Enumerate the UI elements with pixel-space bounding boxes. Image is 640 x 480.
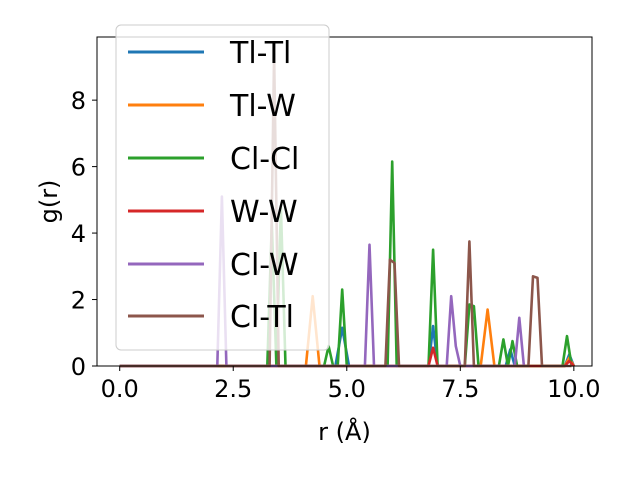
y-tick-label: 8 bbox=[71, 87, 86, 115]
y-tick-label: 2 bbox=[71, 287, 86, 315]
legend-label-tl-w: Tl-W bbox=[229, 89, 296, 124]
x-tick-label: 2.5 bbox=[214, 375, 252, 403]
y-tick-label: 6 bbox=[71, 154, 86, 182]
y-tick-label: 4 bbox=[71, 220, 86, 248]
y-axis-label: g(r) bbox=[35, 180, 63, 224]
x-axis-label: r (Å) bbox=[318, 417, 371, 446]
x-tick-label: 7.5 bbox=[441, 375, 479, 403]
legend-label-w-w: W-W bbox=[230, 195, 298, 230]
legend-label-tl-tl: Tl-Tl bbox=[229, 36, 291, 71]
x-tick-label: 0.0 bbox=[101, 375, 139, 403]
x-tick-label: 10.0 bbox=[547, 375, 600, 403]
legend-box bbox=[115, 24, 330, 351]
x-tick-label: 5.0 bbox=[328, 375, 366, 403]
x-axis-ticks: 0.0 2.5 5.0 7.5 10.0 bbox=[101, 366, 601, 403]
plot-frame bbox=[96, 36, 593, 367]
y-tick-label: 0 bbox=[71, 353, 86, 381]
y-axis-ticks: 0 2 4 6 8 bbox=[71, 87, 97, 381]
legend-label-cl-cl: Cl-Cl bbox=[230, 142, 299, 177]
legend-label-cl-w: Cl-W bbox=[230, 248, 299, 283]
legend: Tl-Tl Tl-W Cl-Cl W-W Cl-W Cl-Tl bbox=[115, 24, 330, 351]
legend-label-cl-tl: Cl-Tl bbox=[230, 300, 294, 335]
